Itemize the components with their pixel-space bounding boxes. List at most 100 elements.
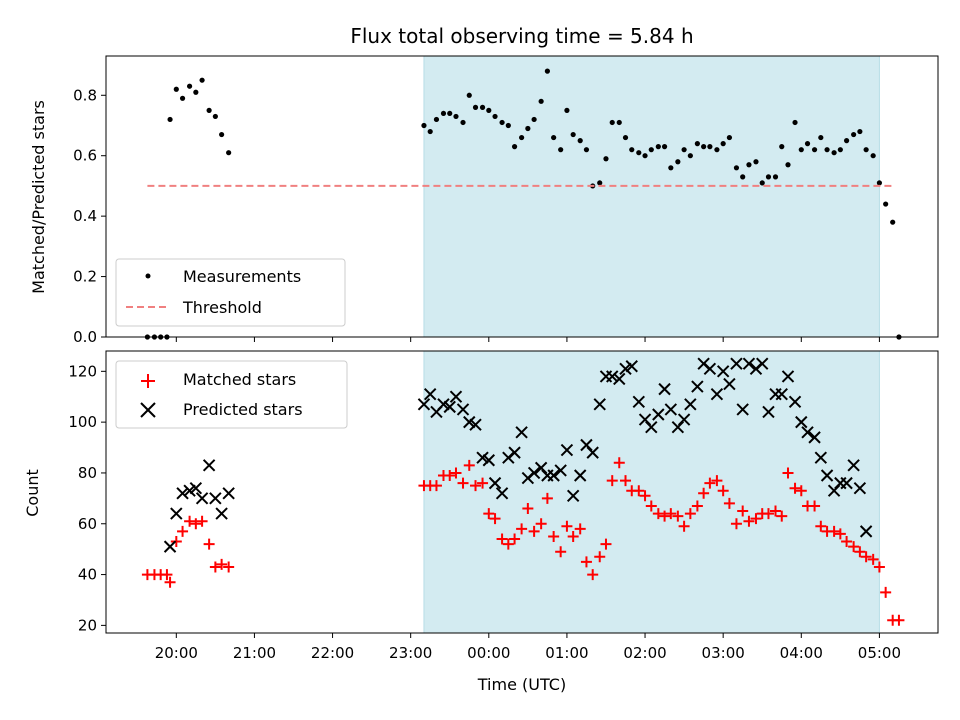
measurement-point — [486, 107, 492, 113]
top-legend: Measurements Threshold — [115, 258, 346, 327]
measurement-point — [179, 95, 186, 101]
predicted-star-point — [801, 426, 814, 439]
matched-star-point — [639, 490, 651, 502]
matched-star-point — [216, 558, 228, 570]
matched-star-point — [834, 528, 846, 540]
measurement-point — [642, 153, 648, 159]
matched-star-point — [795, 485, 807, 497]
measurement-point — [804, 141, 811, 147]
measurement-point — [765, 174, 772, 180]
matched-star-point — [620, 475, 632, 487]
matched-star-point — [782, 467, 794, 479]
measurement-point — [564, 107, 570, 113]
matched-star-point — [470, 480, 482, 492]
predicted-star-point — [788, 395, 802, 409]
measurement-point — [577, 138, 583, 144]
top-ytick-label: 0.8 — [73, 86, 97, 104]
bottom-ytick-label: 60 — [78, 515, 97, 533]
measurement-point — [226, 150, 232, 156]
predicted-star-point — [703, 362, 717, 375]
predicted-star-point — [195, 492, 209, 505]
measurement-point — [505, 122, 511, 129]
matched-star-point — [776, 510, 788, 522]
measurement-point — [603, 156, 609, 162]
predicted-star-point — [652, 408, 665, 421]
matched-star-point — [848, 541, 860, 553]
matched-star-point — [502, 538, 514, 550]
top-ytick-label: 0.2 — [73, 268, 97, 286]
predicted-star-point — [781, 370, 795, 383]
measurement-point — [636, 150, 642, 156]
predicted-star-point — [547, 469, 560, 482]
matched-star-point — [815, 520, 827, 532]
predicted-star-point — [658, 382, 671, 396]
measurement-point — [824, 147, 830, 153]
bottom-ytick-label: 20 — [78, 616, 97, 634]
matched-star-point — [828, 525, 840, 537]
matched-star-point — [561, 520, 573, 532]
matched-star-point — [587, 569, 599, 581]
predicted-star-point — [215, 507, 228, 520]
measurement-point — [851, 131, 857, 138]
predicted-star-point — [476, 451, 489, 464]
measurement-point — [193, 89, 199, 95]
predicted-star-point — [515, 426, 528, 439]
predicted-star-point — [209, 492, 222, 505]
matched-star-point — [737, 505, 749, 517]
matched-star-point — [600, 538, 612, 550]
predicted-star-point — [183, 484, 196, 497]
matched-star-point — [613, 457, 625, 469]
legend-measurements-marker — [145, 273, 151, 279]
predicted-star-point — [463, 415, 476, 429]
matched-star-point — [209, 561, 221, 573]
measurement-point — [492, 113, 498, 120]
matched-star-point — [483, 508, 495, 520]
matched-star-point — [555, 546, 567, 558]
measurement-point — [558, 147, 564, 153]
matched-star-point — [161, 569, 173, 581]
matched-star-point — [606, 475, 618, 487]
matched-star-point — [854, 546, 866, 558]
predicted-star-point — [808, 431, 821, 444]
predicted-star-point — [677, 413, 691, 426]
matched-star-point — [723, 497, 735, 509]
matched-star-point — [535, 518, 547, 530]
predicted-star-point — [859, 525, 873, 538]
bottom-ytick-label: 80 — [78, 464, 97, 482]
measurement-point — [212, 113, 218, 120]
legend-threshold-label: Threshold — [182, 298, 262, 317]
bottom-panel: 20 40 60 80 100 120 20:00 21:00 22:00 23:00 00:00 0… — [23, 351, 939, 662]
measurement-point — [740, 174, 746, 180]
matched-star-point — [463, 459, 475, 471]
measurement-point — [753, 159, 759, 165]
measurement-point — [206, 107, 212, 113]
legend-matched-marker — [141, 374, 155, 388]
predicted-star-point — [684, 398, 697, 411]
matched-star-point — [457, 477, 469, 489]
predicted-star-point — [716, 365, 730, 378]
predicted-star-point — [619, 362, 632, 375]
matched-star-point — [750, 513, 762, 525]
measurement-point — [837, 147, 843, 153]
xtick-label: 20:00 — [155, 644, 198, 662]
predicted-star-point — [566, 489, 580, 503]
matched-star-point — [743, 515, 755, 527]
predicted-star-point — [202, 459, 216, 472]
predicted-star-point — [847, 459, 860, 472]
measurement-point — [785, 162, 791, 168]
matched-star-point — [223, 561, 235, 573]
measurement-point — [661, 144, 668, 150]
measurement-point — [472, 104, 479, 110]
measurement-point — [570, 131, 576, 138]
measurement-point — [701, 144, 707, 150]
measurement-point — [544, 68, 550, 74]
predicted-star-point — [645, 421, 658, 434]
measurement-point — [427, 128, 433, 135]
predicted-star-point — [586, 446, 599, 459]
matched-star-point — [496, 533, 508, 545]
matched-star-point — [698, 487, 710, 499]
predicted-star-point — [423, 387, 437, 401]
predicted-star-point — [469, 418, 482, 431]
predicted-star-point — [170, 507, 183, 520]
matched-star-point — [594, 551, 606, 563]
